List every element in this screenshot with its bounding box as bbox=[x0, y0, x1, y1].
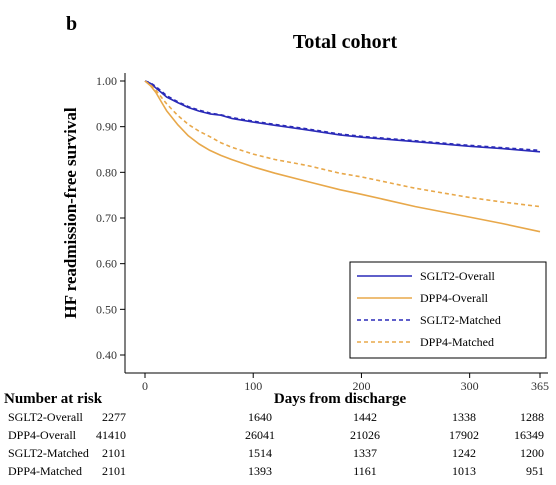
y-tick-label: 0.60 bbox=[96, 257, 117, 271]
x-tick-label: 200 bbox=[352, 379, 370, 393]
y-tick-label: 0.70 bbox=[96, 211, 117, 225]
plot-area: 0.40 0.50 0.60 0.70 0.80 0.90 1.00 0 100 200 300 36… bbox=[96, 73, 549, 393]
series-line-sglt2-overall bbox=[144, 80, 541, 153]
risk-cell: 1013 bbox=[452, 464, 476, 478]
risk-cell: 1242 bbox=[452, 446, 476, 460]
legend-label-dpp4-overall: DPP4-Overall bbox=[420, 291, 489, 305]
legend-label-sglt2-overall: SGLT2-Overall bbox=[420, 269, 496, 283]
legend-label-sglt2-matched: SGLT2-Matched bbox=[420, 313, 501, 327]
risk-cell: 1640 bbox=[248, 410, 272, 424]
risk-cell: 26041 bbox=[245, 428, 275, 442]
series-line-dpp4-matched bbox=[144, 80, 541, 208]
legend-label-dpp4-matched: DPP4-Matched bbox=[420, 335, 494, 349]
risk-cell: 1288 bbox=[520, 410, 544, 424]
risk-table-header: Number at risk bbox=[4, 391, 103, 407]
series-line-sglt2-matched bbox=[144, 80, 541, 152]
panel-label: b bbox=[66, 13, 77, 35]
risk-cell: 1442 bbox=[353, 410, 377, 424]
risk-cell: 1393 bbox=[248, 464, 272, 478]
legend: SGLT2-Overall DPP4-Overall SGLT2-Matched DP… bbox=[349, 261, 547, 359]
risk-cell: 1337 bbox=[353, 446, 377, 460]
risk-cell: 1514 bbox=[248, 446, 272, 460]
risk-cell: 1200 bbox=[520, 446, 544, 460]
x-tick-label: 300 bbox=[461, 379, 479, 393]
series-line-dpp4-overall bbox=[144, 80, 541, 233]
y-axis-label: HF readmission-free survival bbox=[61, 107, 80, 318]
y-tick-label: 0.50 bbox=[96, 302, 117, 316]
y-tick-label: 0.80 bbox=[96, 165, 117, 179]
risk-row-label-dpp4-matched: DPP4-Matched bbox=[8, 464, 82, 478]
risk-cell: 1338 bbox=[452, 410, 476, 424]
legend-box bbox=[349, 261, 547, 359]
risk-cell: 2101 bbox=[102, 446, 126, 460]
risk-table: SGLT2-Overall 2277 1640 1442 1338 1288 DPP4-Ov… bbox=[8, 410, 544, 478]
y-tick-label: 1.00 bbox=[96, 74, 117, 88]
risk-cell: 21026 bbox=[350, 428, 380, 442]
y-tick-label: 0.90 bbox=[96, 120, 117, 134]
risk-cell: 951 bbox=[526, 464, 544, 478]
risk-cell: 1161 bbox=[353, 464, 377, 478]
risk-cell: 41410 bbox=[96, 428, 126, 442]
risk-row-label-sglt2-matched: SGLT2-Matched bbox=[8, 446, 89, 460]
risk-row-label-dpp4-overall: DPP4-Overall bbox=[8, 428, 77, 442]
x-tick-label: 100 bbox=[244, 379, 262, 393]
x-axis-label: Days from discharge bbox=[274, 391, 407, 407]
risk-cell: 17902 bbox=[449, 428, 479, 442]
risk-cell: 16349 bbox=[514, 428, 544, 442]
x-tick-label: 0 bbox=[142, 379, 148, 393]
y-tick-label: 0.40 bbox=[96, 348, 117, 362]
x-tick-label: 365 bbox=[531, 379, 549, 393]
risk-row-label-sglt2-overall: SGLT2-Overall bbox=[8, 410, 84, 424]
risk-cell: 2277 bbox=[102, 410, 126, 424]
risk-cell: 2101 bbox=[102, 464, 126, 478]
chart-title: Total cohort bbox=[293, 31, 398, 53]
